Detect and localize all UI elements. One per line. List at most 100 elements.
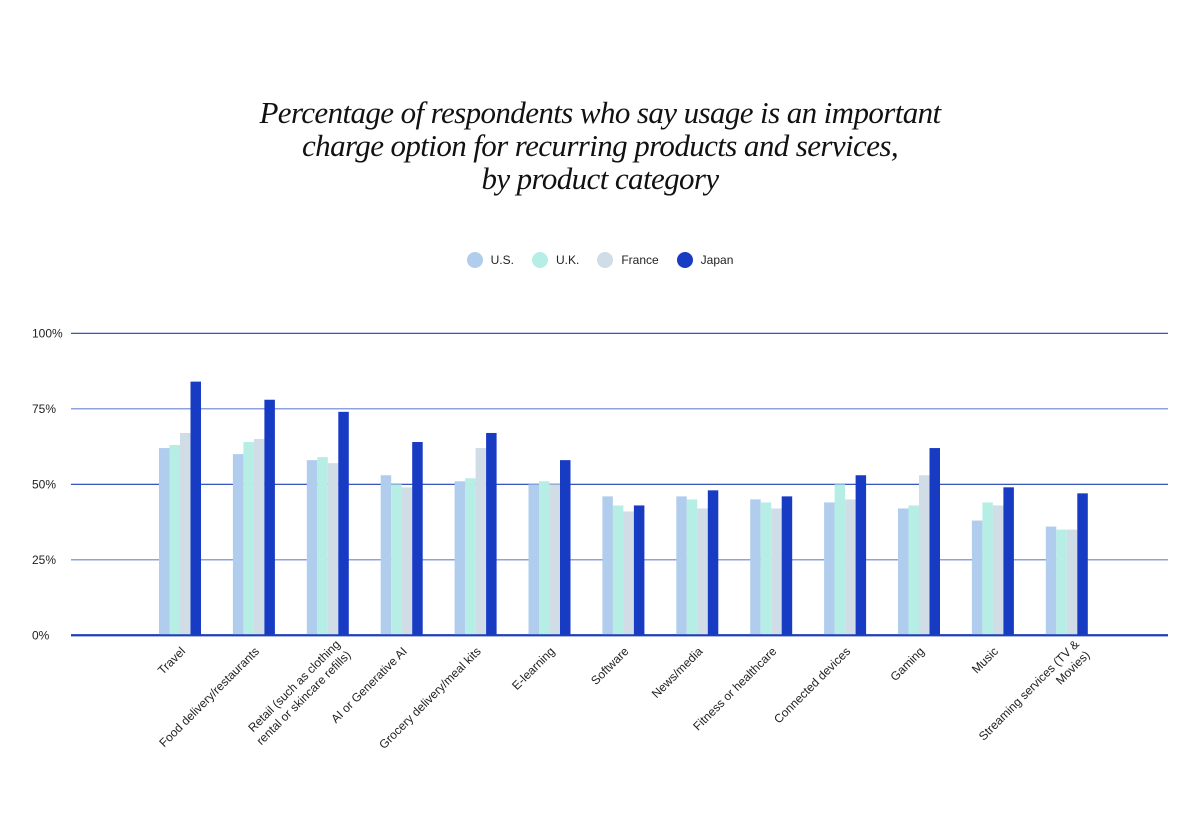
bar-us-5 (528, 484, 539, 636)
bar-japan-12 (1077, 493, 1088, 636)
bar-japan-5 (560, 460, 571, 636)
bars (71, 381, 1168, 637)
bar-us-2 (306, 460, 318, 636)
y-tick-label-25: 25% (32, 553, 56, 567)
legend-item-france[interactable]: France (597, 252, 659, 268)
x-tick-label-line: Software (588, 644, 632, 688)
bar-uk-5 (539, 481, 550, 636)
bar-uk-1 (243, 442, 254, 636)
legend-swatch-us (466, 252, 483, 268)
bar-uk-3 (391, 484, 402, 636)
x-tick-label-6: Software (588, 644, 632, 688)
bar-us-6 (602, 496, 613, 636)
bar-japan-11 (1003, 487, 1014, 636)
bar-uk-11 (982, 502, 993, 636)
legend-label-japan: Japan (700, 253, 734, 267)
bar-us-1 (232, 454, 244, 636)
bar-japan-1 (264, 399, 275, 636)
legend-swatch-japan (676, 252, 693, 268)
legend-item-japan[interactable]: Japan (676, 252, 734, 268)
y-tick-label-75: 75% (32, 402, 56, 416)
bar-uk-12 (1056, 529, 1067, 636)
bar-group (306, 411, 349, 636)
chart-title-line-2: charge option for recurring products and… (302, 128, 899, 163)
bar-france-1 (253, 439, 265, 636)
bar-france-10 (919, 475, 930, 636)
x-tick-label-line: News/media (649, 644, 706, 701)
bar-japan-3 (412, 442, 423, 636)
chart-title-line-3: by product category (481, 161, 719, 196)
bar-france-4 (475, 448, 487, 636)
bar-us-4 (454, 481, 466, 636)
x-tick-label-line: Retail (such as clothing (245, 637, 343, 735)
x-tick-label-line: Connected devices (771, 644, 853, 726)
bar-group (159, 381, 201, 636)
bar-uk-10 (908, 505, 919, 636)
legend-label-us: U.S. (490, 253, 514, 267)
bar-japan-9 (855, 475, 867, 636)
legend-swatch-uk (531, 252, 548, 268)
bar-japan-10 (929, 448, 940, 636)
bar-group (676, 490, 719, 636)
bar-uk-6 (612, 505, 624, 636)
bar-uk-0 (169, 445, 180, 636)
bar-group (971, 487, 1014, 636)
bar-france-12 (1066, 529, 1078, 636)
bar-us-0 (159, 448, 170, 636)
bar-group (602, 496, 645, 636)
bar-japan-6 (633, 505, 645, 636)
bar-japan-2 (338, 411, 349, 636)
x-tick-label-10: Gaming (888, 644, 928, 684)
bar-uk-9 (834, 484, 846, 636)
x-tick-label-line: rental or skincare refills) (254, 648, 354, 748)
legend-swatch-france (597, 252, 614, 268)
x-tick-label-8: Fitness or healthcare (690, 644, 779, 733)
bar-uk-2 (317, 457, 328, 636)
bar-france-9 (845, 499, 856, 636)
bar-japan-4 (486, 432, 497, 636)
bar-france-11 (992, 505, 1004, 636)
bar-france-6 (623, 511, 634, 636)
bar-france-3 (401, 487, 413, 636)
bar-us-3 (380, 475, 392, 636)
legend-label-france: France (621, 253, 659, 267)
bar-france-5 (549, 484, 560, 636)
x-tick-label-line: E-learning (509, 644, 558, 693)
x-tick-label-line: Gaming (888, 644, 928, 684)
chart-title-line-1: Percentage of respondents who say usage … (259, 95, 941, 130)
bar-us-10 (898, 508, 909, 636)
legend-item-uk[interactable]: U.K. (531, 252, 579, 268)
bar-japan-7 (707, 490, 719, 636)
y-tick-label-50: 50% (32, 477, 56, 491)
bar-us-9 (824, 502, 835, 636)
x-tick-label-line: Music (969, 644, 1001, 676)
bar-us-8 (750, 499, 761, 636)
bar-japan-0 (190, 381, 201, 636)
bar-uk-8 (760, 502, 772, 636)
bar-group (898, 448, 940, 636)
x-tick-label-line: Travel (155, 644, 188, 677)
bar-us-12 (1045, 526, 1057, 636)
x-tick-label-9: Connected devices (771, 644, 853, 726)
bar-group (380, 442, 423, 636)
x-tick-label-11: Music (969, 644, 1001, 676)
x-tick-label-5: E-learning (509, 644, 558, 693)
bar-france-7 (697, 508, 708, 636)
legend-item-us[interactable]: U.S. (466, 252, 514, 268)
y-axis-ticks: 0% 25% 50% 75% 100% (32, 326, 63, 642)
bar-group (454, 432, 497, 636)
bar-france-8 (771, 508, 782, 636)
y-tick-label-100: 100% (32, 326, 63, 340)
bar-group (232, 399, 275, 636)
legend: U.S. U.K. France Japan (0, 252, 1200, 268)
y-tick-label-0: 0% (32, 628, 50, 642)
bar-group (824, 475, 867, 636)
x-tick-label-line: Fitness or healthcare (690, 644, 779, 733)
bar-group (750, 496, 793, 636)
bar-us-11 (971, 520, 983, 636)
chart-title: Percentage of respondents who say usage … (0, 96, 1200, 195)
bar-france-2 (327, 463, 339, 636)
bar-group (528, 460, 571, 636)
